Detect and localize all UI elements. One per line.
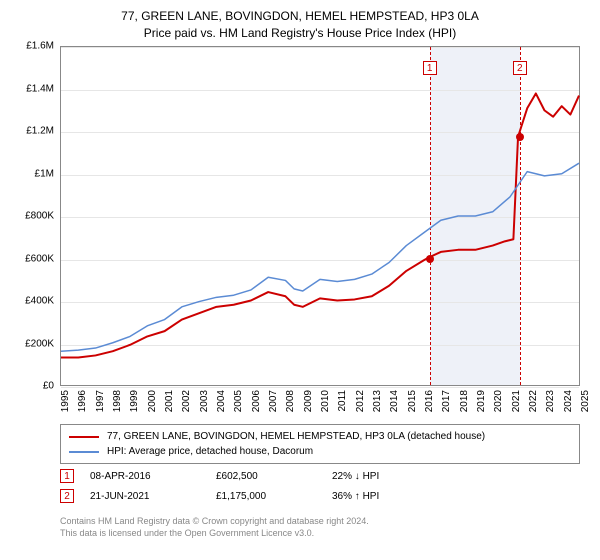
- sale-row-2: 2 21-JUN-2021 £1,175,000 36% ↑ HPI: [60, 486, 580, 506]
- sale-date-2: 21-JUN-2021: [90, 491, 210, 502]
- x-tick-label: 2003: [199, 390, 210, 412]
- x-tick-label: 1996: [77, 390, 88, 412]
- chart-area: 12 £0£200K£400K£600K£800K£1M£1.2M£1.4M£1…: [60, 46, 580, 386]
- footer-line-1: Contains HM Land Registry data © Crown c…: [60, 516, 580, 528]
- y-tick-label: £800K: [6, 211, 54, 222]
- sale-dot: [426, 255, 434, 263]
- sale-marker-on-chart: 1: [423, 61, 437, 75]
- legend-label-price-paid: 77, GREEN LANE, BOVINGDON, HEMEL HEMPSTE…: [107, 429, 485, 444]
- legend-item-hpi: HPI: Average price, detached house, Daco…: [69, 444, 571, 459]
- chart-container: 77, GREEN LANE, BOVINGDON, HEMEL HEMPSTE…: [0, 0, 600, 560]
- x-tick-label: 2002: [181, 390, 192, 412]
- x-tick-label: 2021: [511, 390, 522, 412]
- y-tick-label: £400K: [6, 296, 54, 307]
- x-tick-label: 2016: [424, 390, 435, 412]
- x-tick-label: 2024: [563, 390, 574, 412]
- sale-marker-1: 1: [60, 469, 74, 483]
- x-tick-label: 2009: [303, 390, 314, 412]
- legend-item-price-paid: 77, GREEN LANE, BOVINGDON, HEMEL HEMPSTE…: [69, 429, 571, 444]
- x-tick-label: 2007: [268, 390, 279, 412]
- x-tick-label: 2010: [320, 390, 331, 412]
- x-tick-label: 2005: [233, 390, 244, 412]
- gridline-h: [61, 387, 579, 388]
- legend: 77, GREEN LANE, BOVINGDON, HEMEL HEMPSTE…: [60, 424, 580, 464]
- legend-swatch-price-paid: [69, 436, 99, 438]
- x-tick-label: 1999: [129, 390, 140, 412]
- y-tick-label: £0: [6, 381, 54, 392]
- sale-rows: 1 08-APR-2016 £602,500 22% ↓ HPI 2 21-JU…: [60, 466, 580, 506]
- title-line-2: Price paid vs. HM Land Registry's House …: [10, 25, 590, 42]
- sale-marker-on-chart: 2: [513, 61, 527, 75]
- x-tick-label: 2011: [337, 390, 348, 412]
- x-tick-label: 2019: [476, 390, 487, 412]
- series-price_paid: [61, 93, 579, 357]
- sale-delta-2: 36% ↑ HPI: [332, 491, 472, 502]
- series-svg: [61, 47, 579, 385]
- x-tick-label: 2006: [251, 390, 262, 412]
- legend-swatch-hpi: [69, 451, 99, 453]
- x-tick-label: 1998: [112, 390, 123, 412]
- sale-dot: [516, 133, 524, 141]
- series-hpi: [61, 163, 579, 351]
- x-tick-label: 1997: [95, 390, 106, 412]
- x-tick-label: 2013: [372, 390, 383, 412]
- plot-region: 12: [60, 46, 580, 386]
- x-tick-label: 1995: [60, 390, 71, 412]
- sale-marker-2: 2: [60, 489, 74, 503]
- x-tick-label: 2004: [216, 390, 227, 412]
- y-tick-label: £200K: [6, 338, 54, 349]
- y-tick-label: £1M: [6, 168, 54, 179]
- footer-line-2: This data is licensed under the Open Gov…: [60, 528, 580, 540]
- sale-price-1: £602,500: [216, 471, 326, 482]
- y-tick-label: £1.4M: [6, 83, 54, 94]
- y-tick-label: £600K: [6, 253, 54, 264]
- x-tick-label: 2022: [528, 390, 539, 412]
- x-tick-label: 2020: [493, 390, 504, 412]
- sale-price-2: £1,175,000: [216, 491, 326, 502]
- x-tick-label: 2008: [285, 390, 296, 412]
- sale-row-1: 1 08-APR-2016 £602,500 22% ↓ HPI: [60, 466, 580, 486]
- x-tick-label: 2018: [459, 390, 470, 412]
- sale-date-1: 08-APR-2016: [90, 471, 210, 482]
- x-tick-label: 2017: [441, 390, 452, 412]
- x-tick-label: 2023: [545, 390, 556, 412]
- x-tick-label: 2012: [355, 390, 366, 412]
- y-tick-label: £1.6M: [6, 41, 54, 52]
- sale-delta-1: 22% ↓ HPI: [332, 471, 472, 482]
- x-tick-label: 2000: [147, 390, 158, 412]
- title-block: 77, GREEN LANE, BOVINGDON, HEMEL HEMPSTE…: [0, 0, 600, 46]
- title-line-1: 77, GREEN LANE, BOVINGDON, HEMEL HEMPSTE…: [10, 8, 590, 25]
- x-tick-label: 2015: [407, 390, 418, 412]
- footer: Contains HM Land Registry data © Crown c…: [60, 516, 580, 539]
- x-tick-label: 2014: [389, 390, 400, 412]
- y-tick-label: £1.2M: [6, 126, 54, 137]
- legend-label-hpi: HPI: Average price, detached house, Daco…: [107, 444, 313, 459]
- x-tick-label: 2025: [580, 390, 591, 412]
- x-tick-label: 2001: [164, 390, 175, 412]
